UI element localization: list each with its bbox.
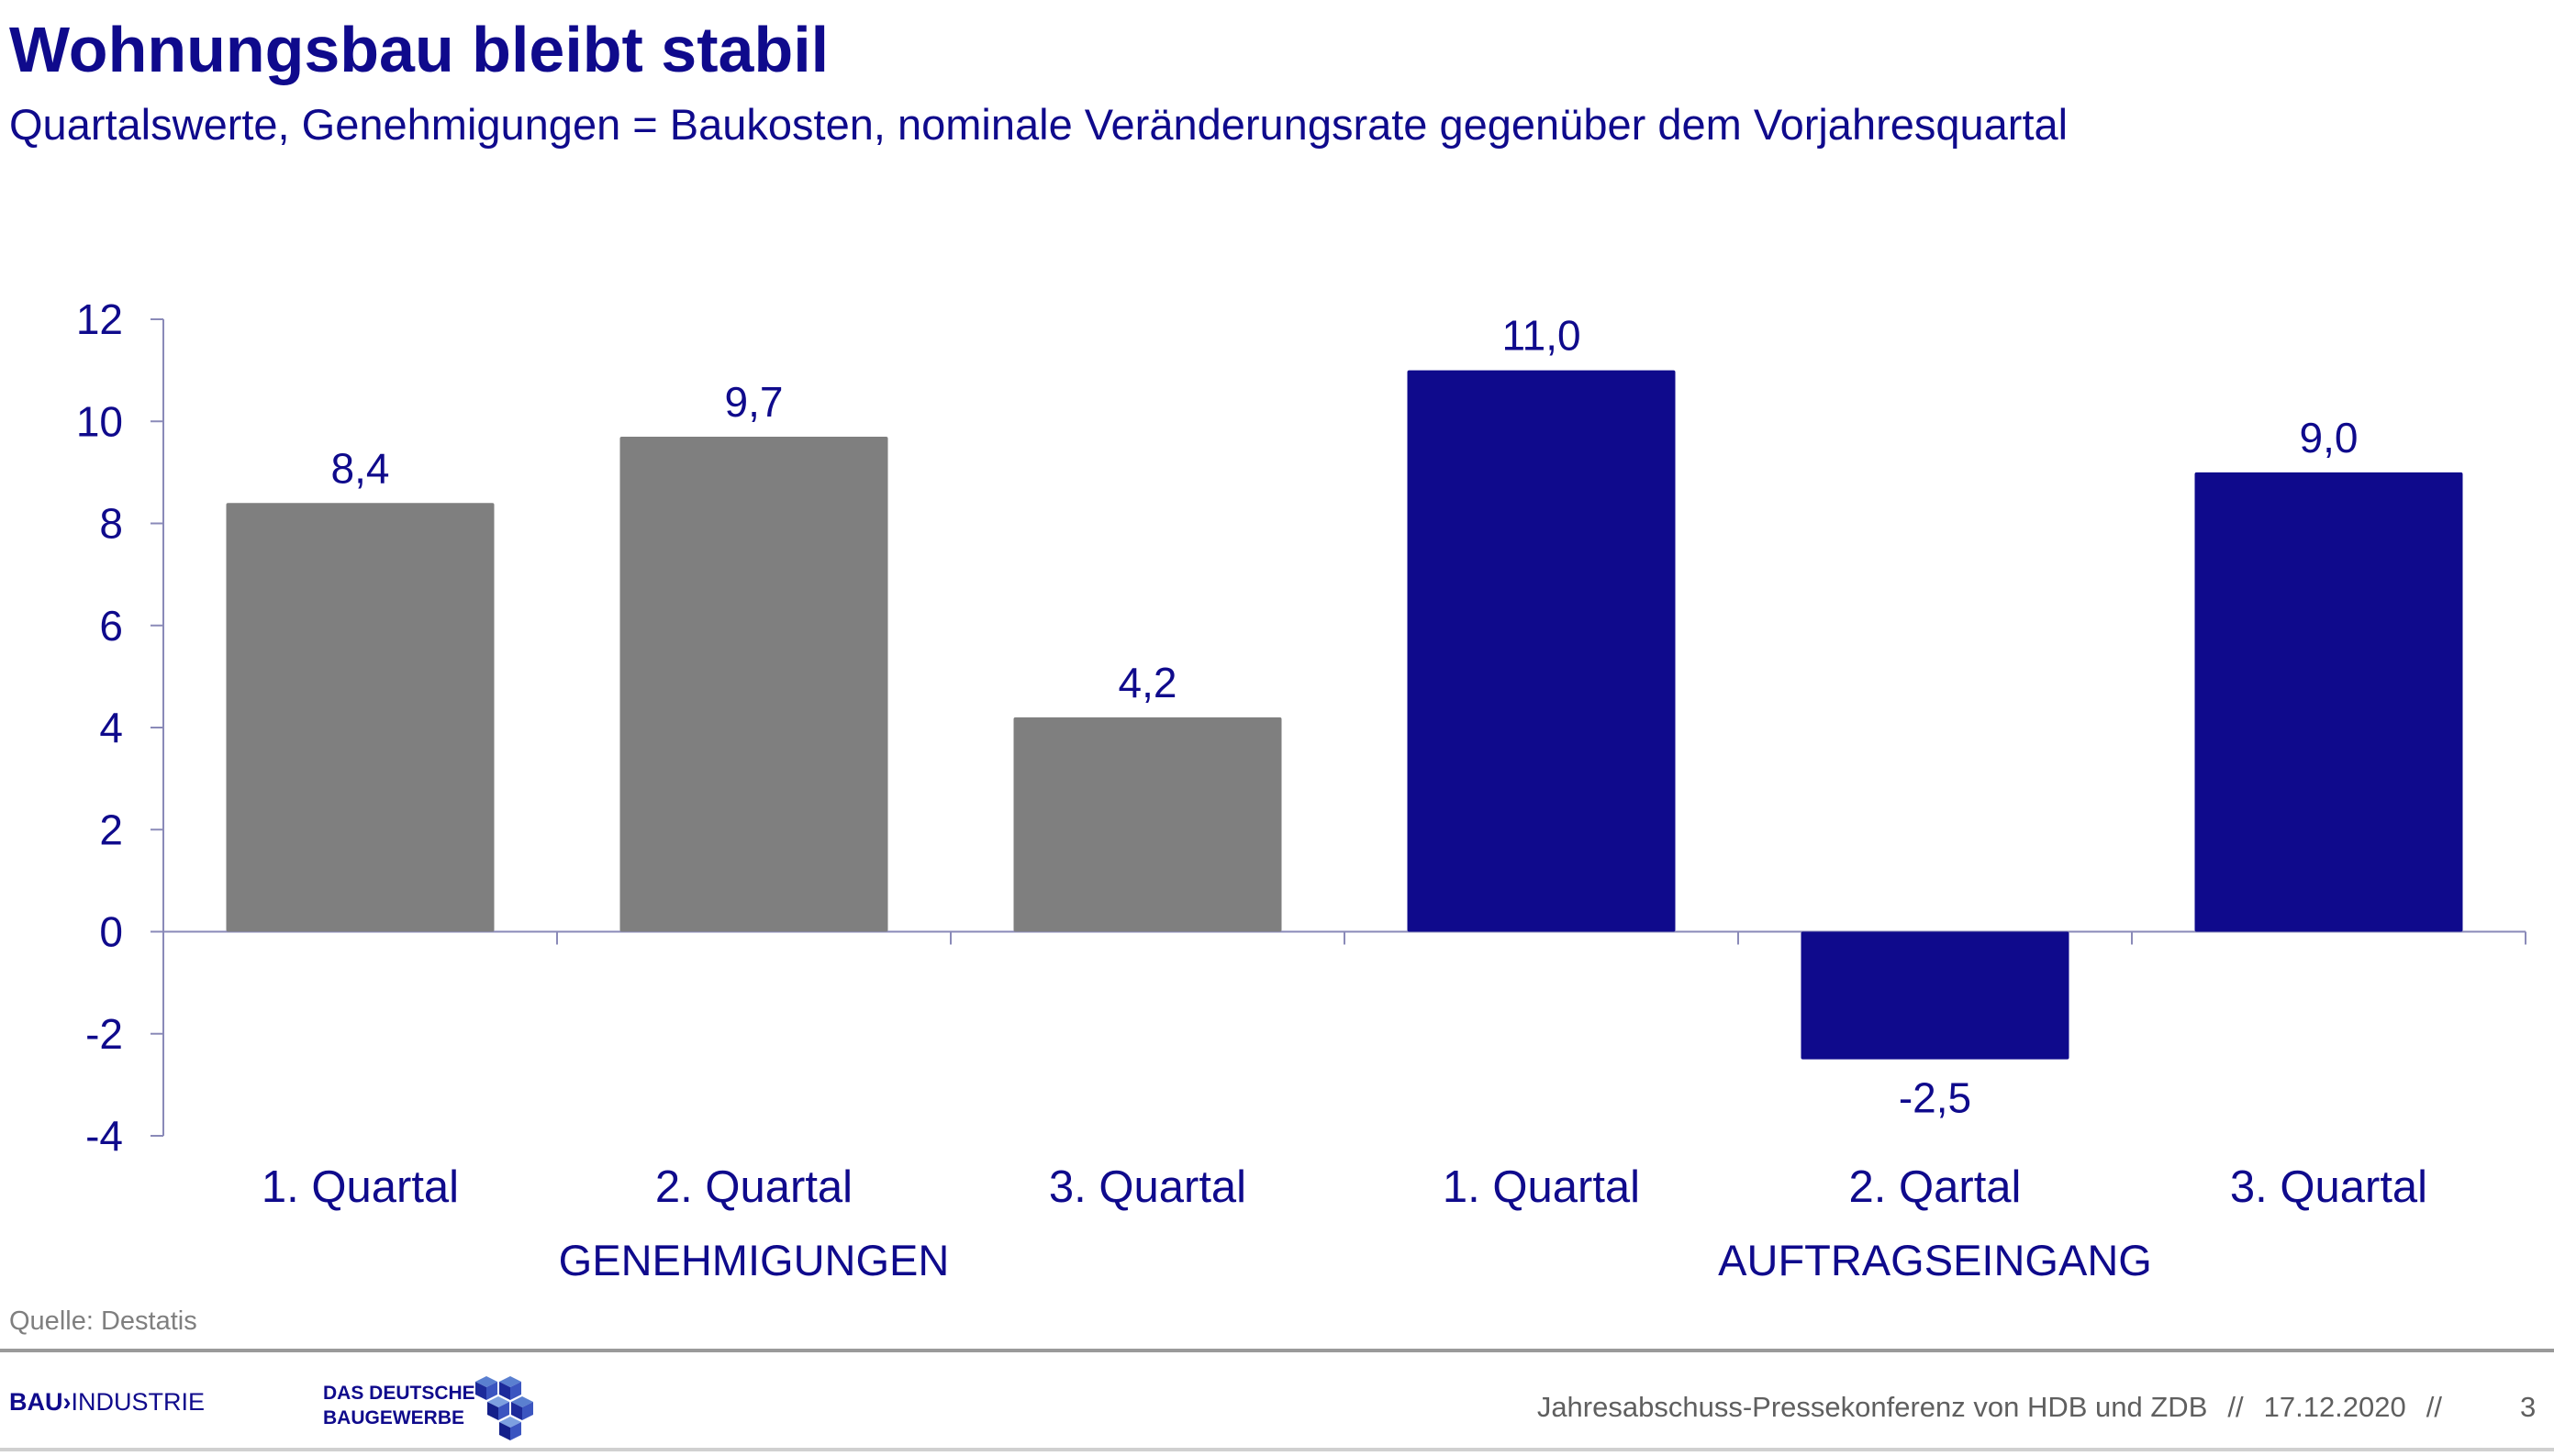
page-number: 3 bbox=[2520, 1391, 2537, 1423]
chart-title: Wohnungsbau bleibt stabil bbox=[9, 14, 830, 85]
x-category-label: 2. Qartal bbox=[1849, 1162, 2022, 1212]
footer-event-name: Jahresabschuss-Pressekonferenz von HDB u… bbox=[1536, 1391, 2208, 1423]
y-tick-label: 2 bbox=[99, 806, 123, 853]
chart-subtitle: Quartalswerte, Genehmigungen = Baukosten… bbox=[9, 100, 2069, 149]
y-tick-label: 10 bbox=[76, 397, 123, 445]
logo-bau-strong: BAU bbox=[9, 1388, 63, 1416]
bottom-divider bbox=[0, 1448, 2554, 1451]
footer-date: 17.12.2020 bbox=[2263, 1391, 2406, 1423]
zdb-logo-line1: DAS DEUTSCHE bbox=[323, 1383, 475, 1404]
bar-chart: 12 10 8 6 4 2 0 -2 -4 8,4 1. Quartal 9,7 2. Quartal 4… bbox=[76, 295, 2526, 1284]
bar bbox=[1013, 717, 1282, 932]
logo-chevron-icon: › bbox=[62, 1388, 72, 1416]
data-label: 4,2 bbox=[1119, 659, 1177, 706]
y-tick-label: -4 bbox=[85, 1112, 123, 1160]
source-note: Quelle: Destatis bbox=[9, 1306, 197, 1336]
footer-separator: // bbox=[2227, 1391, 2244, 1423]
y-tick-label: 4 bbox=[99, 704, 123, 751]
data-label: 11,0 bbox=[1501, 312, 1580, 360]
bar bbox=[1801, 931, 2069, 1060]
x-category-label: 3. Quartal bbox=[2230, 1162, 2427, 1212]
y-tick-label: -2 bbox=[85, 1010, 123, 1058]
bar bbox=[226, 503, 495, 932]
x-category-label: 2. Quartal bbox=[655, 1162, 853, 1212]
bar bbox=[2194, 472, 2463, 932]
y-tick-label: 8 bbox=[99, 500, 123, 548]
x-category-label: 1. Quartal bbox=[1443, 1162, 1640, 1212]
y-tick-label: 6 bbox=[99, 602, 123, 650]
bar bbox=[619, 436, 888, 932]
data-label: 8,4 bbox=[331, 444, 390, 492]
group-label: GENEHMIGUNGEN bbox=[559, 1236, 950, 1284]
data-label: 9,0 bbox=[2300, 414, 2359, 461]
x-category-label: 1. Quartal bbox=[262, 1162, 459, 1212]
footer-event: Jahresabschuss-Pressekonferenz von HDB u… bbox=[1537, 1391, 2462, 1424]
zdb-logo-line2: BAUGEWERBE bbox=[323, 1407, 465, 1428]
logo-bau-rest: INDUSTRIE bbox=[71, 1388, 206, 1416]
group-label: AUFTRAGSEINGANG bbox=[1718, 1236, 2152, 1284]
footer-divider bbox=[0, 1349, 2554, 1352]
footer-separator: // bbox=[2426, 1391, 2442, 1423]
zdb-logo-text: DAS DEUTSCHE BAUGEWERBE bbox=[323, 1381, 475, 1430]
y-tick-label: 12 bbox=[76, 295, 123, 343]
zdb-cubes-icon bbox=[475, 1376, 533, 1440]
data-label: -2,5 bbox=[1899, 1074, 1971, 1122]
bauindustrie-logo: BAU›INDUSTRIE bbox=[9, 1388, 205, 1417]
x-category-label: 3. Quartal bbox=[1049, 1162, 1246, 1212]
bar bbox=[1407, 370, 1676, 932]
data-label: 9,7 bbox=[725, 378, 784, 426]
y-tick-label: 0 bbox=[99, 908, 123, 956]
